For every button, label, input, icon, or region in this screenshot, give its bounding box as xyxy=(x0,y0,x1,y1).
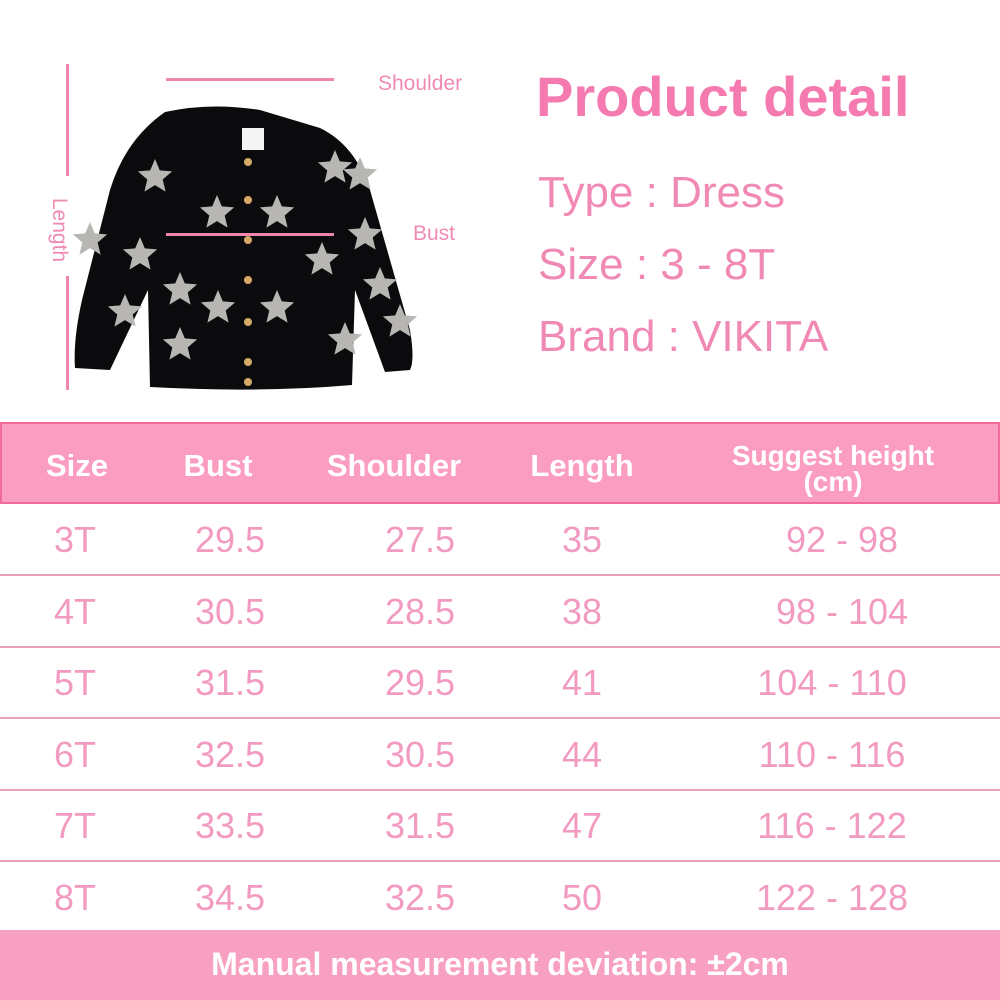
shoulder-label: Shoulder xyxy=(378,72,463,95)
star-pattern-icon xyxy=(304,242,340,275)
header-size: Size xyxy=(45,448,109,483)
cell-length: 47 xyxy=(561,805,603,846)
button-icon xyxy=(244,378,252,386)
bust-label: Bust xyxy=(413,222,456,245)
star-pattern-icon xyxy=(199,195,235,228)
star-pattern-icon xyxy=(362,267,398,300)
product-type: Type : Dress xyxy=(538,168,785,217)
cell-length: 41 xyxy=(561,662,603,703)
cell-length: 38 xyxy=(561,590,603,632)
cell-shoulder: 29.5 xyxy=(384,662,456,703)
header-cm: (cm) xyxy=(803,466,863,497)
cell-suggest-height: 98 - 104 xyxy=(775,590,909,632)
button-icon xyxy=(244,318,252,326)
table-row: 6T 32.5 30.5 44 110 - 116 xyxy=(0,718,1000,791)
table-row: 7T 33.5 31.5 47 116 - 122 xyxy=(0,789,1000,862)
star-pattern-icon xyxy=(72,222,108,255)
cell-suggest-height: 92 - 98 xyxy=(785,519,899,560)
star-pattern-icon xyxy=(200,290,236,323)
cell-shoulder: 32.5 xyxy=(384,876,456,918)
star-pattern-icon xyxy=(162,272,198,305)
length-measure-line-top xyxy=(66,64,69,176)
star-pattern-icon xyxy=(327,322,363,355)
cell-bust: 29.5 xyxy=(194,519,266,560)
cell-size: 8T xyxy=(53,876,97,918)
cell-bust: 30.5 xyxy=(194,590,266,632)
cell-shoulder: 28.5 xyxy=(384,590,456,632)
cell-bust: 32.5 xyxy=(194,733,266,775)
cell-size: 3T xyxy=(53,519,97,560)
button-icon xyxy=(244,276,252,284)
star-pattern-icon xyxy=(107,294,143,327)
star-pattern-icon xyxy=(162,327,198,360)
star-pattern-icon xyxy=(259,290,295,323)
button-icon xyxy=(244,358,252,366)
cell-size: 4T xyxy=(53,590,97,632)
shoulder-measure-line xyxy=(166,78,334,81)
cell-bust: 34.5 xyxy=(194,876,266,918)
size-table-header: Size Bust Shoulder Length Suggest height… xyxy=(0,422,1000,504)
cell-length: 50 xyxy=(561,876,603,918)
cell-bust: 31.5 xyxy=(194,662,266,703)
product-size: Size : 3 - 8T xyxy=(538,240,776,289)
button-icon xyxy=(244,236,252,244)
cell-length: 44 xyxy=(561,733,603,775)
length-measure-line-bottom xyxy=(66,276,69,390)
table-row: 8T 34.5 32.5 50 122 - 128 xyxy=(0,861,1000,932)
cell-suggest-height: 122 - 128 xyxy=(755,876,909,918)
header-suggest-height: Suggest height xyxy=(731,440,935,471)
star-pattern-icon xyxy=(122,237,158,270)
button-icon xyxy=(244,158,252,166)
star-pattern-icon xyxy=(382,304,418,337)
cell-size: 6T xyxy=(53,733,97,775)
table-row: 4T 30.5 28.5 38 98 - 104 xyxy=(0,575,1000,648)
table-row: 5T 31.5 29.5 41 104 - 110 xyxy=(0,646,1000,719)
cell-length: 35 xyxy=(561,519,603,560)
star-pattern-icon xyxy=(342,157,378,190)
cell-suggest-height: 116 - 122 xyxy=(757,805,907,846)
header-shoulder: Shoulder xyxy=(326,448,462,483)
button-icon xyxy=(244,196,252,204)
bust-measure-line xyxy=(166,233,334,236)
cell-shoulder: 27.5 xyxy=(384,519,456,560)
header-length: Length xyxy=(530,448,634,483)
table-row: 3T 29.5 27.5 35 92 - 98 xyxy=(0,503,1000,576)
cell-size: 7T xyxy=(53,805,97,846)
product-brand: Brand : VIKITA xyxy=(538,312,829,361)
header-bust: Bust xyxy=(183,448,253,483)
star-pattern-icon xyxy=(259,195,295,228)
cardigan-product-image xyxy=(72,106,418,390)
cell-suggest-height: 104 - 110 xyxy=(757,662,907,703)
star-pattern-icon xyxy=(137,159,173,192)
star-pattern-icon xyxy=(347,217,383,250)
cell-shoulder: 30.5 xyxy=(384,733,456,775)
star-pattern-icon xyxy=(317,150,353,183)
page-title: Product detail xyxy=(536,65,910,128)
cell-bust: 33.5 xyxy=(194,805,266,846)
cell-shoulder: 31.5 xyxy=(384,805,456,846)
cell-suggest-height: 110 - 116 xyxy=(758,733,906,775)
length-label: Length xyxy=(48,197,72,263)
measurement-deviation-note: Manual measurement deviation: ±2cm xyxy=(0,930,1000,1000)
cell-size: 5T xyxy=(53,662,97,703)
